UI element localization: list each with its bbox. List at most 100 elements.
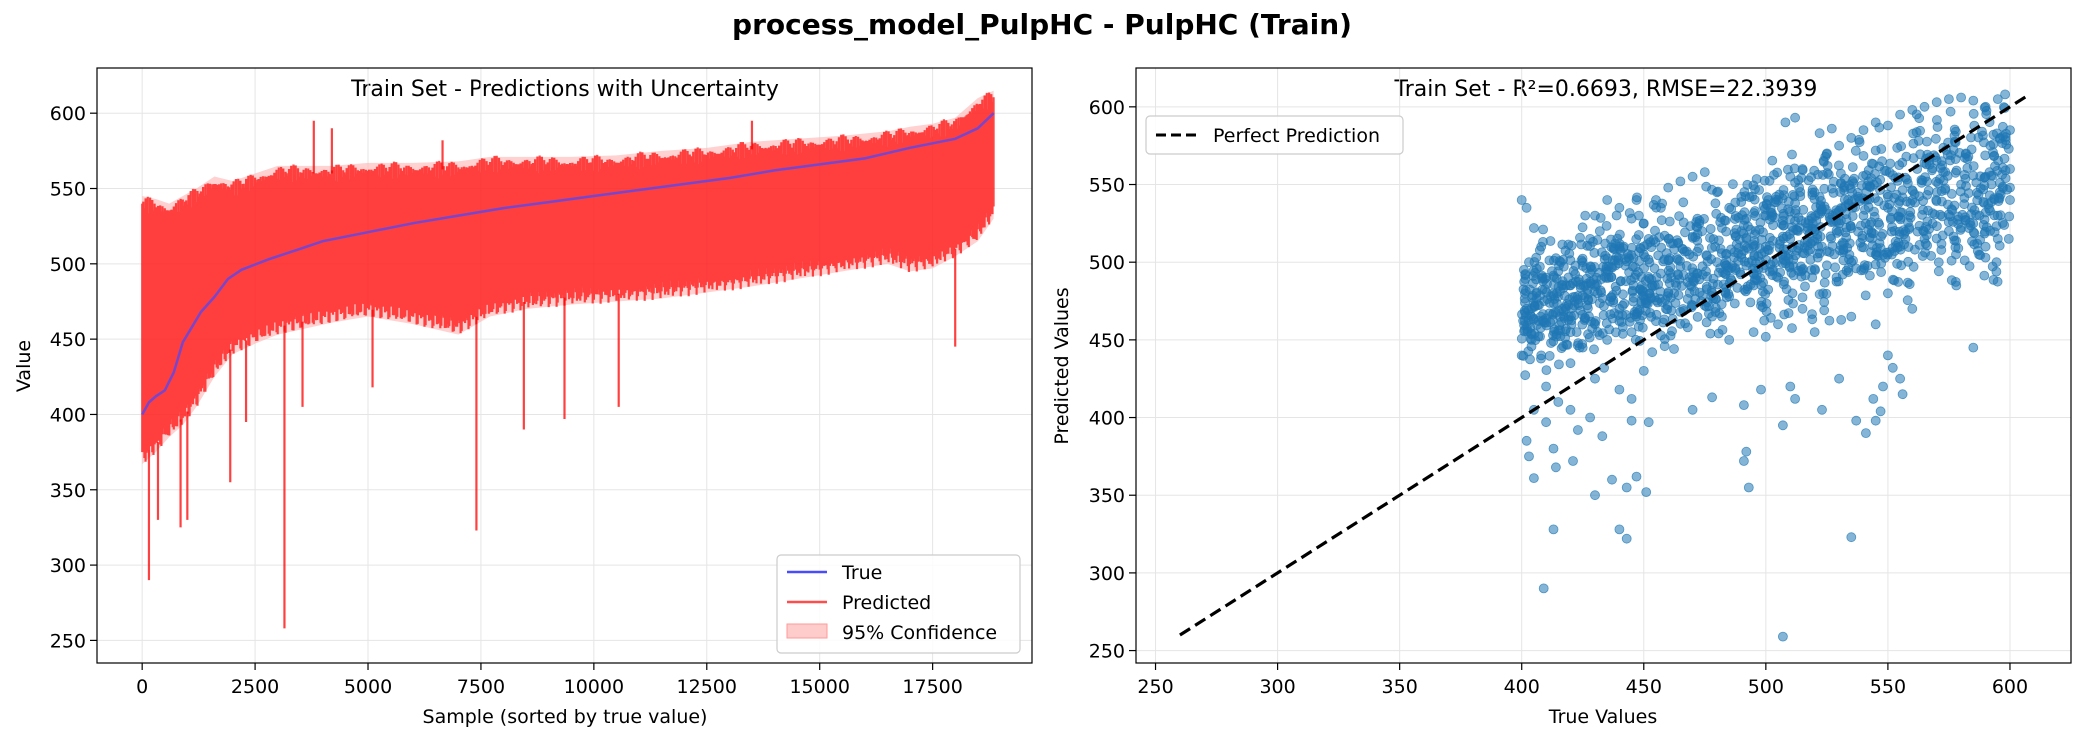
x-tick-label: 450 xyxy=(1626,676,1662,698)
scatter-point xyxy=(1858,150,1869,161)
scatter-point xyxy=(1767,155,1778,166)
scatter-point xyxy=(1678,197,1689,208)
scatter-point xyxy=(1553,397,1564,407)
scatter-point xyxy=(1847,162,1858,173)
scatter-point xyxy=(1763,284,1774,295)
scatter-point xyxy=(1529,301,1540,311)
scatter-point xyxy=(1717,311,1727,322)
scatter-point xyxy=(1914,191,1925,202)
scatter-point xyxy=(1962,163,1973,174)
x-tick-label: 300 xyxy=(1259,676,1295,698)
scatter-point xyxy=(1730,231,1741,242)
scatter-point xyxy=(1945,106,1956,117)
scatter-point xyxy=(1942,170,1953,181)
scatter-point xyxy=(1766,208,1777,218)
scatter-point xyxy=(1630,262,1640,273)
scatter-point xyxy=(1730,197,1741,208)
scatter-point xyxy=(1720,215,1731,226)
x-tick-label: 0 xyxy=(136,676,148,698)
right-panel: Train Set - R²=0.6693, RMSE=22.3939 250 3… xyxy=(1051,67,2072,728)
scatter-point xyxy=(1663,182,1674,193)
scatter-point xyxy=(1817,404,1827,415)
scatter-point xyxy=(1678,217,1689,228)
scatter-point xyxy=(1819,305,1830,316)
y-tick-label: 300 xyxy=(50,555,86,577)
scatter-point xyxy=(1819,277,1830,288)
scatter-point xyxy=(1841,232,1852,243)
scatter-point xyxy=(1706,242,1717,253)
scatter-point xyxy=(1989,210,2000,221)
scatter-point xyxy=(1760,331,1771,342)
scatter-point xyxy=(1878,381,1888,392)
scatter-point xyxy=(1865,270,1875,281)
scatter-point xyxy=(1638,365,1649,376)
scatter-point xyxy=(1834,160,1844,171)
scatter-point xyxy=(1797,248,1808,259)
x-tick-label: 500 xyxy=(1748,676,1784,698)
legend-confidence-swatch xyxy=(786,623,828,639)
scatter-point xyxy=(1611,210,1622,221)
scatter-point xyxy=(1702,271,1712,282)
scatter-point xyxy=(1710,198,1721,209)
scatter-point xyxy=(1931,133,1941,144)
scatter-point xyxy=(1796,172,1807,183)
scatter-point xyxy=(1692,268,1702,279)
scatter-point xyxy=(1964,223,1974,234)
scatter-point xyxy=(1877,228,1888,239)
scatter-point xyxy=(1853,226,1863,237)
scatter-point xyxy=(1687,404,1698,415)
scatter-point xyxy=(1716,299,1727,310)
scatter-point xyxy=(1923,185,1934,196)
scatter-point xyxy=(1992,128,2002,139)
scatter-point xyxy=(1807,314,1818,325)
scatter-point xyxy=(1717,324,1728,335)
scatter-point xyxy=(1580,210,1591,221)
scatter-point xyxy=(1639,263,1649,274)
scatter-point xyxy=(1606,234,1616,245)
scatter-point xyxy=(1914,113,1925,124)
scatter-point xyxy=(1787,323,1797,334)
scatter-point xyxy=(1519,293,1530,304)
x-tick-label: 7500 xyxy=(457,676,505,698)
scatter-point xyxy=(1778,631,1788,642)
left-panel-y-ticks: 250 300 350 400 450 500 550 600 xyxy=(50,103,97,652)
x-tick-label: 10000 xyxy=(564,676,624,698)
scatter-point xyxy=(1948,231,1959,242)
scatter-point xyxy=(1997,218,2008,228)
scatter-point xyxy=(1727,261,1738,272)
scatter-point xyxy=(1975,183,1986,194)
scatter-point xyxy=(1728,179,1738,190)
scatter-point xyxy=(1989,227,2000,238)
y-tick-label: 600 xyxy=(50,103,86,125)
scatter-point xyxy=(1664,253,1675,264)
scatter-point xyxy=(1521,435,1532,446)
scatter-point xyxy=(1669,344,1679,354)
scatter-point xyxy=(1921,230,1932,241)
scatter-point xyxy=(1932,122,1943,132)
scatter-point xyxy=(1518,350,1529,361)
scatter-point xyxy=(1541,365,1552,376)
scatter-point xyxy=(1897,185,1908,196)
scatter-point xyxy=(1869,211,1880,222)
scatter-point xyxy=(1949,130,1960,141)
scatter-point xyxy=(1783,308,1794,319)
predicted-series xyxy=(141,92,995,629)
scatter-point xyxy=(1762,192,1772,203)
scatter-point xyxy=(1770,194,1781,205)
scatter-point xyxy=(1601,318,1612,329)
scatter-point xyxy=(1537,270,1547,281)
scatter-point xyxy=(1646,311,1657,322)
scatter-point xyxy=(1822,260,1832,271)
scatter-point xyxy=(2000,89,2010,100)
scatter-point xyxy=(1681,260,1692,271)
scatter-point xyxy=(1538,236,1548,247)
scatter-point xyxy=(1743,243,1754,254)
scatter-point xyxy=(1857,242,1867,253)
scatter-point xyxy=(1584,332,1595,343)
scatter-point xyxy=(1876,267,1886,278)
scatter-point xyxy=(1643,417,1654,428)
scatter-point xyxy=(1956,92,1966,103)
scatter-point xyxy=(1966,144,1977,155)
scatter-point xyxy=(1544,350,1555,361)
